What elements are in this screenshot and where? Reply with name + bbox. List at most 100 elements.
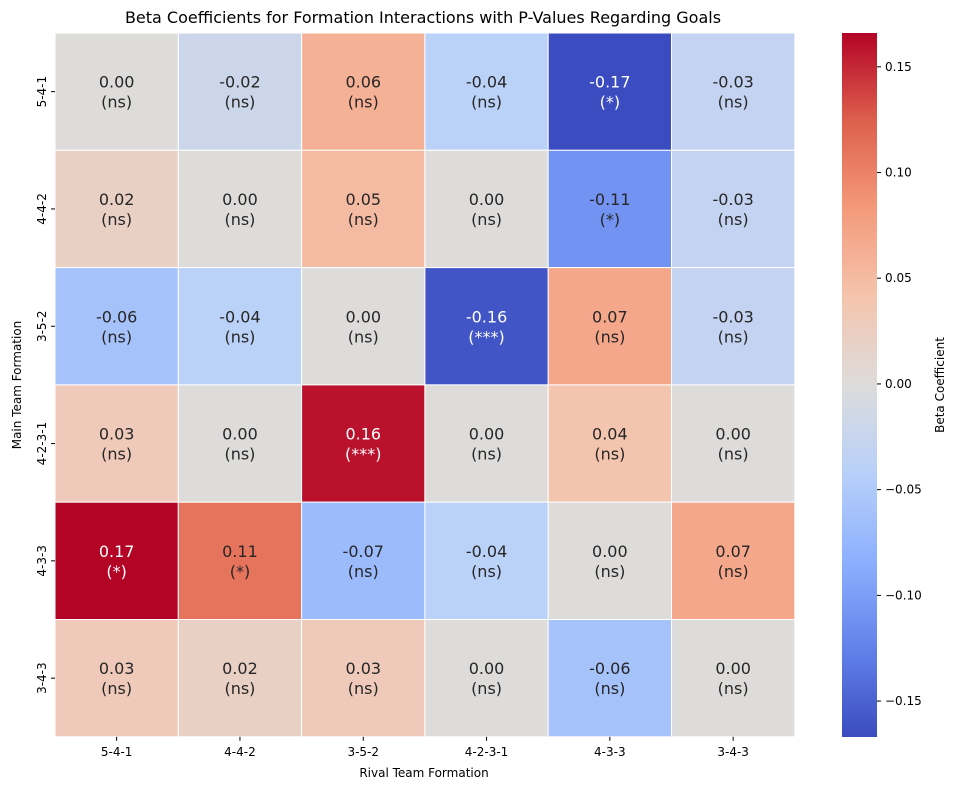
y-axis-label: Main Team Formation bbox=[10, 321, 24, 450]
colorbar-label: Beta Coefficient bbox=[933, 337, 947, 433]
heatmap-cell bbox=[671, 149, 796, 269]
colorbar-tick-label: −0.10 bbox=[885, 588, 922, 602]
cell-value-label: -0.17 bbox=[589, 73, 630, 92]
cell-value-label: -0.16 bbox=[466, 307, 507, 326]
colorbar-tick-label: −0.05 bbox=[885, 483, 922, 497]
heatmap-cell bbox=[547, 501, 673, 621]
cell-value-label: 0.03 bbox=[99, 659, 135, 678]
x-tick-label: 3-5-2 bbox=[347, 745, 379, 759]
x-tick-label: 4-3-3 bbox=[594, 745, 626, 759]
chart-title: Beta Coefficients for Formation Interact… bbox=[125, 8, 721, 27]
colorbar-gradient bbox=[842, 33, 877, 737]
x-tick-label: 3-4-3 bbox=[717, 745, 749, 759]
cell-significance-label: (ns) bbox=[718, 679, 749, 698]
cell-value-label: 0.00 bbox=[345, 307, 381, 326]
cell-value-label: 0.00 bbox=[469, 659, 505, 678]
heatmap-cell bbox=[177, 32, 303, 151]
y-axis-ticks: 5-4-1 4-4-2 3-5-2 4-2-3-1 4-3-3 3-4-3 bbox=[35, 76, 55, 694]
cell-significance-label: (ns) bbox=[594, 327, 625, 346]
heatmap-cell bbox=[424, 32, 549, 151]
heatmap-cell bbox=[424, 384, 549, 503]
cell-significance-label: (ns) bbox=[471, 562, 502, 581]
heatmap-cell bbox=[177, 384, 303, 503]
heatmap-cells: 0.00(ns)-0.02(ns)0.06(ns)-0.04(ns)-0.17(… bbox=[54, 32, 796, 738]
cell-significance-label: (ns) bbox=[348, 210, 379, 229]
heatmap-cell bbox=[301, 32, 426, 151]
heatmap-cell bbox=[547, 384, 673, 503]
cell-significance-label: (ns) bbox=[348, 679, 379, 698]
cell-significance-label: (ns) bbox=[101, 679, 132, 698]
heatmap-cell bbox=[671, 384, 796, 503]
heatmap-cell bbox=[301, 267, 426, 386]
cell-value-label: 0.03 bbox=[345, 659, 381, 678]
cell-significance-label: (ns) bbox=[224, 210, 255, 229]
heatmap-cell bbox=[177, 149, 303, 269]
heatmap-cell bbox=[671, 619, 796, 738]
cell-value-label: 0.00 bbox=[592, 542, 628, 561]
y-tick-label: 5-4-1 bbox=[35, 76, 49, 108]
cell-value-label: -0.07 bbox=[343, 542, 384, 561]
cell-significance-label: (ns) bbox=[224, 679, 255, 698]
cell-significance-label: (***) bbox=[468, 327, 504, 346]
cell-value-label: 0.17 bbox=[99, 542, 135, 561]
x-axis-label: Rival Team Formation bbox=[359, 766, 488, 780]
cell-value-label: -0.03 bbox=[712, 190, 753, 209]
cell-significance-label: (ns) bbox=[101, 93, 132, 112]
cell-significance-label: (ns) bbox=[348, 93, 379, 112]
x-tick-label: 5-4-1 bbox=[101, 745, 133, 759]
heatmap-cell bbox=[54, 501, 179, 621]
cell-value-label: -0.11 bbox=[589, 190, 630, 209]
heatmap-cell bbox=[424, 267, 549, 386]
cell-significance-label: (ns) bbox=[718, 562, 749, 581]
cell-significance-label: (ns) bbox=[718, 327, 749, 346]
cell-value-label: 0.00 bbox=[222, 425, 258, 444]
cell-value-label: 0.02 bbox=[99, 190, 135, 209]
cell-value-label: -0.03 bbox=[712, 307, 753, 326]
heatmap-cell bbox=[54, 267, 179, 386]
cell-significance-label: (ns) bbox=[348, 562, 379, 581]
x-tick-label: 4-4-2 bbox=[224, 745, 256, 759]
cell-significance-label: (ns) bbox=[471, 93, 502, 112]
heatmap-cell bbox=[301, 384, 426, 503]
cell-value-label: 0.00 bbox=[715, 425, 751, 444]
cell-significance-label: (ns) bbox=[594, 562, 625, 581]
heatmap-cell bbox=[547, 619, 673, 738]
cell-significance-label: (ns) bbox=[348, 327, 379, 346]
cell-significance-label: (*) bbox=[600, 93, 620, 112]
heatmap-cell bbox=[424, 501, 549, 621]
colorbar-tick-label: −0.15 bbox=[885, 694, 922, 708]
cell-value-label: -0.06 bbox=[589, 659, 630, 678]
colorbar-tick-label: 0.15 bbox=[885, 60, 912, 74]
y-tick-label: 4-2-3-1 bbox=[35, 422, 49, 466]
cell-significance-label: (ns) bbox=[471, 445, 502, 464]
cell-significance-label: (***) bbox=[345, 445, 381, 464]
heatmap-cell bbox=[177, 267, 303, 386]
cell-value-label: 0.11 bbox=[222, 542, 258, 561]
y-tick-label: 3-5-2 bbox=[35, 310, 49, 342]
cell-significance-label: (*) bbox=[230, 562, 250, 581]
cell-value-label: 0.03 bbox=[99, 425, 135, 444]
colorbar-tick-label: 0.10 bbox=[885, 166, 912, 180]
cell-value-label: 0.05 bbox=[345, 190, 381, 209]
heatmap-cell bbox=[54, 619, 179, 738]
colorbar: 0.15 0.10 0.05 0.00 −0.05 −0.10 −0.15 bbox=[842, 33, 922, 737]
cell-value-label: 0.07 bbox=[592, 307, 628, 326]
cell-significance-label: (ns) bbox=[718, 445, 749, 464]
cell-significance-label: (ns) bbox=[471, 679, 502, 698]
cell-value-label: 0.02 bbox=[222, 659, 258, 678]
heatmap-cell bbox=[424, 149, 549, 269]
heatmap-cell bbox=[54, 32, 179, 151]
colorbar-tick-label: 0.00 bbox=[885, 377, 912, 391]
heatmap-cell bbox=[424, 619, 549, 738]
cell-significance-label: (ns) bbox=[471, 210, 502, 229]
cell-value-label: 0.00 bbox=[469, 425, 505, 444]
cell-significance-label: (ns) bbox=[224, 93, 255, 112]
cell-value-label: 0.00 bbox=[222, 190, 258, 209]
cell-value-label: 0.07 bbox=[715, 542, 751, 561]
cell-significance-label: (ns) bbox=[224, 327, 255, 346]
cell-significance-label: (ns) bbox=[101, 210, 132, 229]
cell-significance-label: (*) bbox=[600, 210, 620, 229]
x-tick-label: 4-2-3-1 bbox=[465, 745, 509, 759]
heatmap-cell bbox=[301, 619, 426, 738]
